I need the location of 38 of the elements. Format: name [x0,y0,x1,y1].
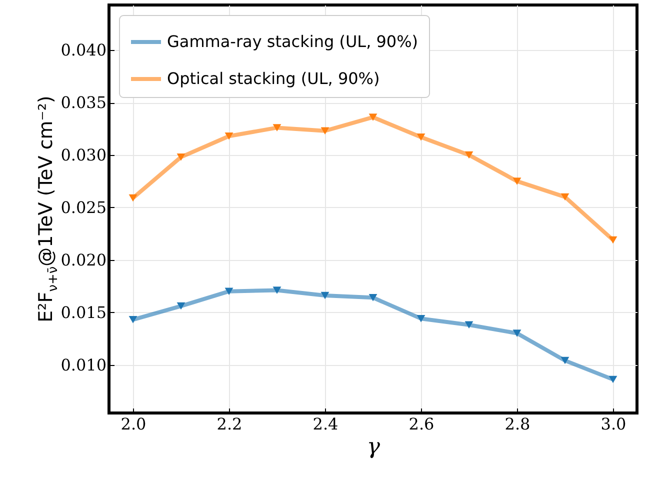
point [464,321,474,329]
x-tick-label: 2.8 [504,414,530,434]
point [512,178,522,185]
point [128,316,138,324]
y-tick-label: 0.035 [60,93,106,112]
point [512,330,522,337]
point [464,151,474,159]
y-tick-label: 0.015 [60,302,106,322]
x-axis-title: γ [366,434,381,460]
x-tick-label: 2.6 [408,414,434,434]
x-tick-label: 2.4 [312,414,338,434]
y-tick-label: 0.020 [60,250,106,270]
point [368,114,378,121]
point [368,294,378,302]
point [272,124,282,132]
point [128,194,138,202]
x-tick-label: 2.0 [120,414,146,434]
point [272,286,282,294]
point [320,127,330,134]
x-tick-label: 2.2 [216,414,242,434]
x-tick-label: 3.0 [600,414,626,434]
y-tick-label: 0.025 [60,198,106,217]
point [560,356,570,364]
legend-label: Gamma-ray stacking (UL, 90%) [167,32,418,51]
point [608,376,618,384]
y-tick-label: 0.010 [60,355,106,374]
point [320,292,330,300]
point [176,302,186,310]
point [416,134,426,141]
legend-label: Optical stacking (UL, 90%) [167,69,380,88]
point [176,153,186,161]
y-tick-label: 0.030 [60,145,106,164]
point [560,193,570,201]
point [608,236,618,244]
point [224,288,234,295]
y-tick-label: 0.040 [60,40,106,60]
point [224,132,234,140]
point [416,314,426,322]
